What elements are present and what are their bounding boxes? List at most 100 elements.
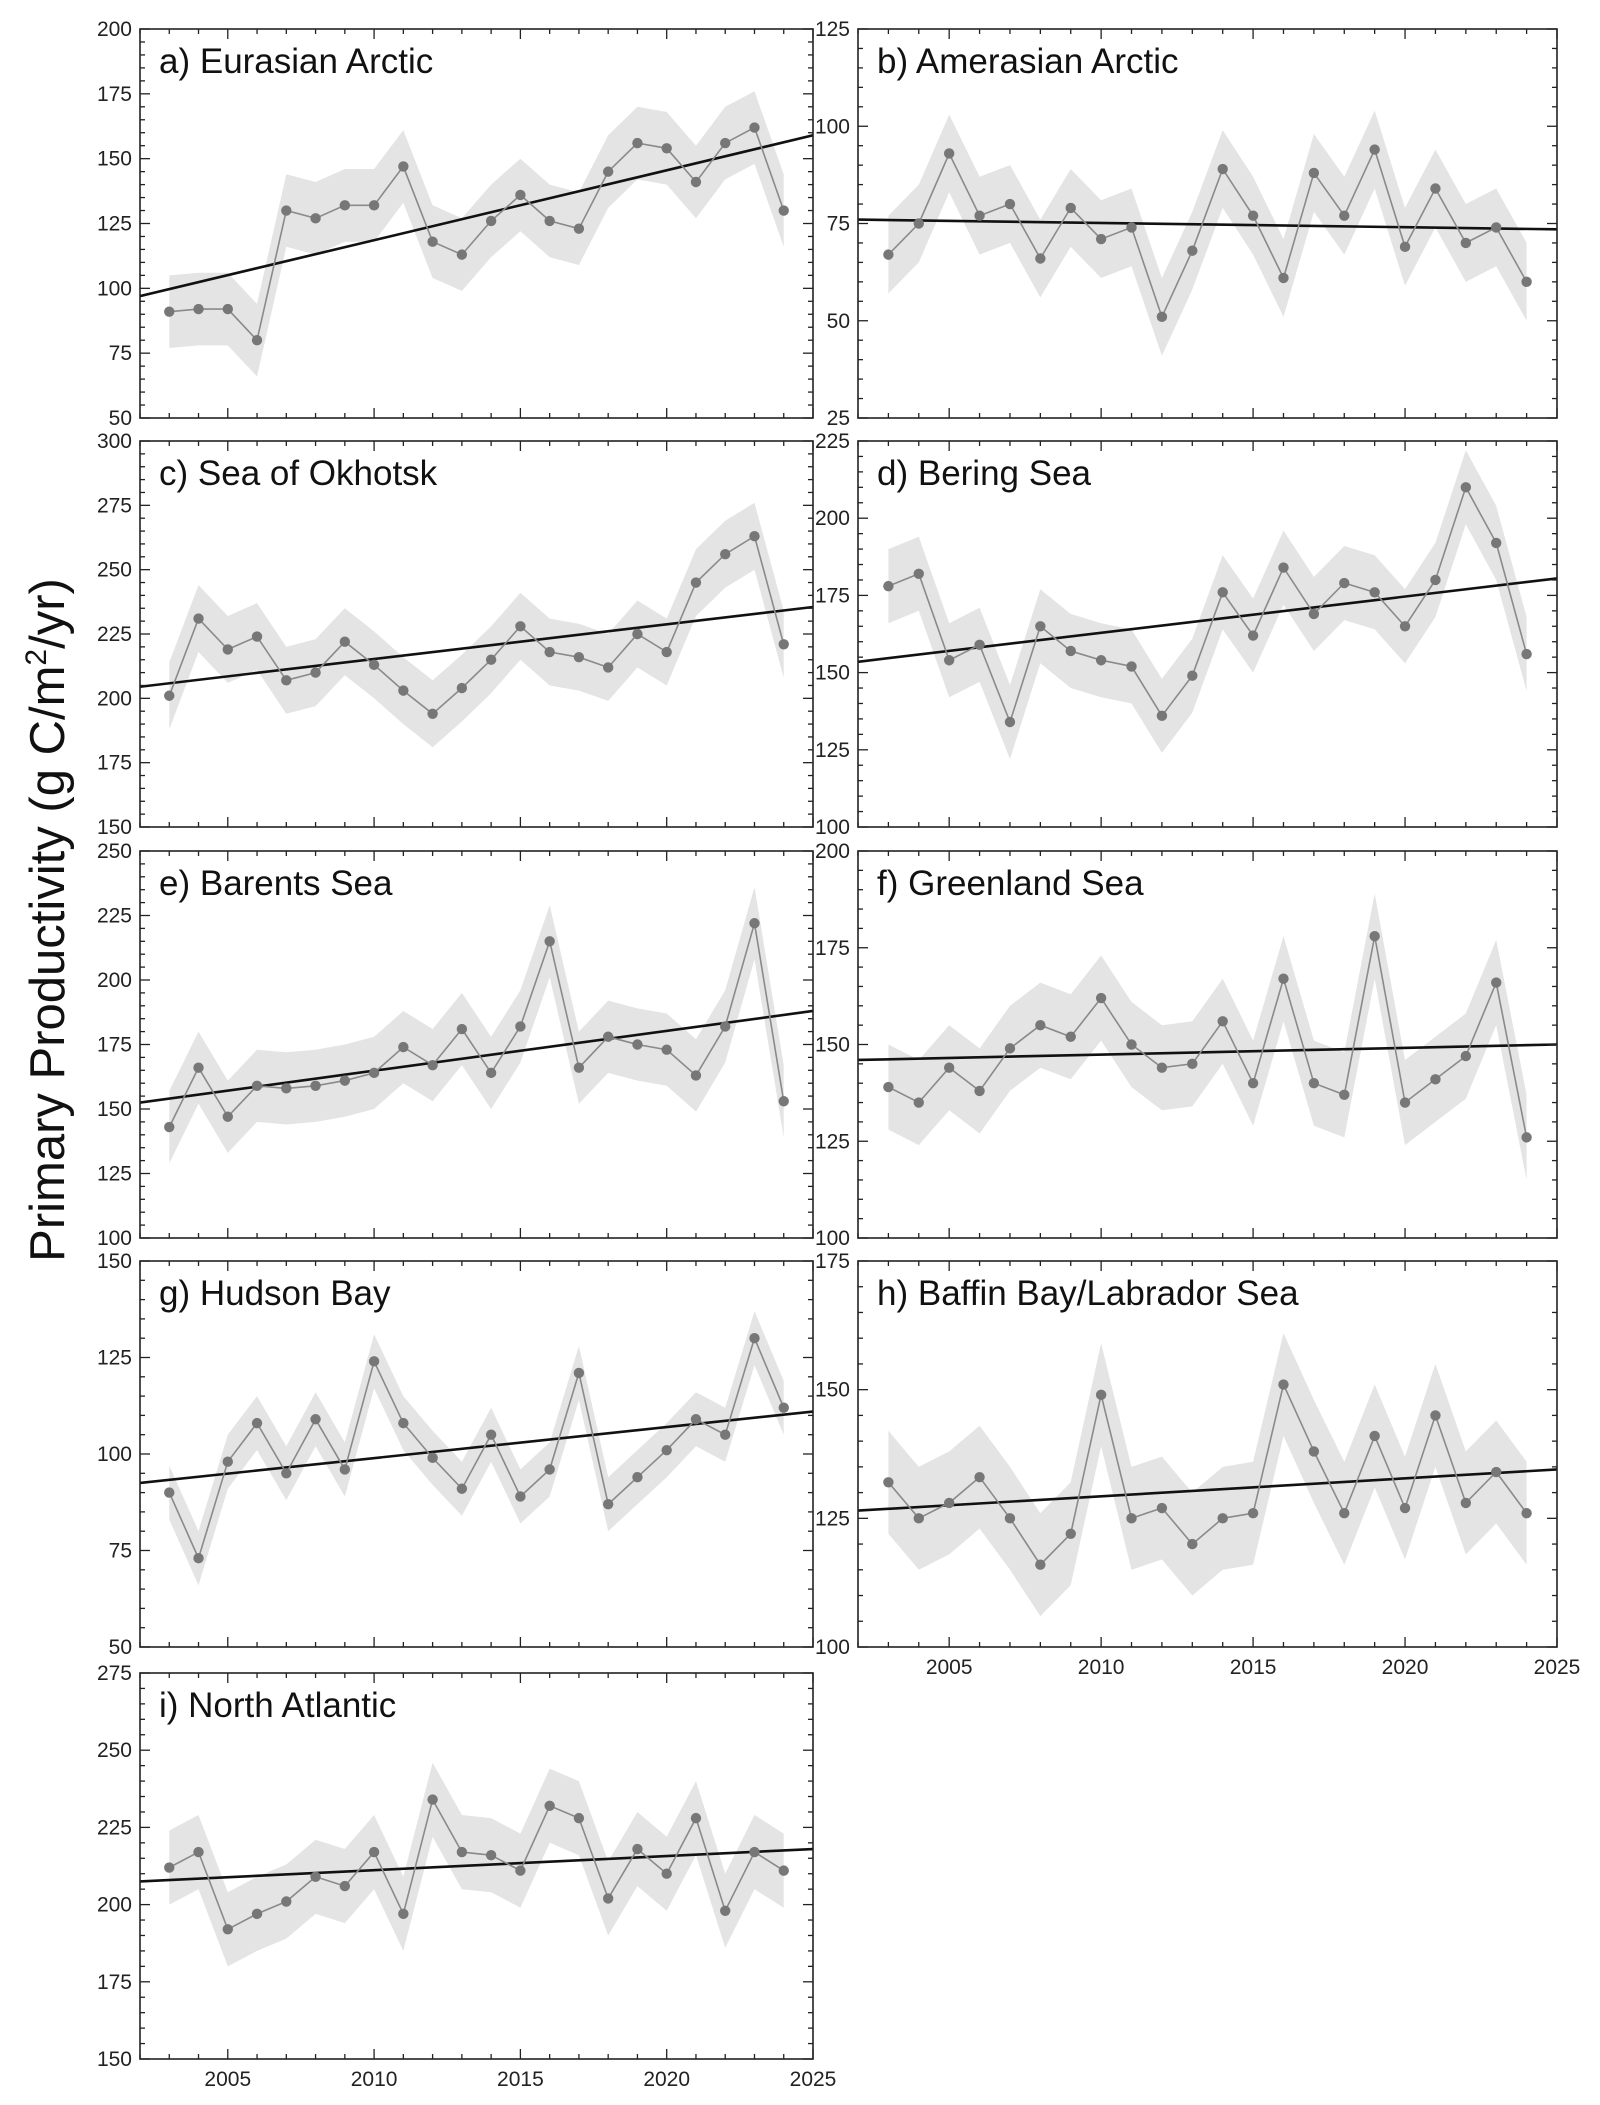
data-point (1247, 210, 1259, 221)
plot-area (140, 502, 813, 748)
data-point (602, 662, 614, 673)
y-tick-label: 75 (109, 1540, 132, 1563)
y-tick-label: 275 (97, 1662, 132, 1685)
x-tick-label: 2025 (790, 2068, 837, 2091)
data-point (974, 639, 985, 651)
y-axis-label-text: Primary Productivity (g C/m (21, 666, 75, 1262)
data-point (1247, 630, 1259, 641)
series-line (169, 126, 785, 342)
data-point (1004, 1513, 1016, 1524)
data-point (1460, 482, 1472, 493)
data-point (427, 1059, 438, 1071)
data-point (1339, 210, 1350, 221)
y-tick-label: 125 (815, 18, 850, 41)
data-point (515, 189, 526, 201)
data-point (456, 249, 468, 260)
data-point (1035, 1019, 1046, 1031)
data-point (368, 659, 380, 671)
data-point (1065, 202, 1076, 214)
trend-line (858, 1043, 1557, 1062)
data-point (1430, 1074, 1441, 1085)
data-point (661, 1044, 672, 1055)
data-point (222, 1456, 233, 1467)
panel-title: a) Eurasian Arctic (159, 42, 433, 81)
data-point (1278, 272, 1289, 284)
data-point (427, 236, 438, 247)
y-tick-label: 125 (815, 1130, 850, 1153)
data-point (398, 685, 409, 696)
data-point (251, 631, 263, 642)
data-point (1035, 1559, 1046, 1570)
panel-title: g) Hudson Bay (159, 1274, 391, 1313)
data-point (974, 210, 985, 221)
x-tick-label: 2010 (351, 2068, 398, 2091)
y-tick-label: 150 (815, 1034, 850, 1057)
data-point (427, 1794, 438, 1805)
data-point (720, 1021, 731, 1032)
data-point (778, 1402, 789, 1413)
data-point (632, 628, 643, 640)
data-point (1278, 1379, 1289, 1390)
data-point (456, 1023, 468, 1035)
data-point (485, 1849, 497, 1861)
data-point (1217, 1513, 1228, 1524)
data-point (251, 1080, 263, 1091)
data-point (943, 148, 955, 159)
data-point (1247, 1078, 1259, 1089)
data-point (602, 166, 614, 177)
data-point (398, 161, 409, 172)
data-point (310, 1414, 321, 1425)
data-point (339, 1464, 351, 1475)
data-point (883, 1477, 894, 1488)
y-tick-label: 100 (815, 115, 850, 138)
y-tick-label: 50 (109, 407, 132, 430)
data-point (222, 1924, 233, 1935)
y-tick-label: 150 (97, 816, 132, 839)
data-point (485, 654, 497, 665)
data-point (690, 577, 702, 588)
uncertainty-band (888, 1333, 1527, 1617)
data-point (661, 1868, 672, 1879)
panel-title: d) Bering Sea (877, 454, 1092, 493)
data-point (515, 1491, 526, 1502)
data-point (1065, 1031, 1076, 1042)
data-point (251, 1417, 263, 1429)
data-point (913, 218, 924, 229)
data-point (164, 690, 175, 701)
chart-panel-h-baffin-bay-labrador-sea: 100 125 150 175 2005 2010 2015 2020 2025 h) Baffi… (815, 1250, 1580, 1679)
trend-line (858, 218, 1557, 231)
data-point (1430, 1410, 1441, 1421)
data-point (1095, 233, 1107, 245)
data-point (1217, 163, 1228, 175)
y-tick-label: 200 (97, 18, 132, 41)
data-point (690, 1070, 702, 1081)
plot-area (140, 1311, 813, 1586)
data-point (1278, 562, 1289, 573)
data-point (1521, 648, 1532, 660)
data-point (398, 1417, 409, 1429)
y-tick-label: 175 (97, 83, 132, 106)
y-tick-label: 225 (815, 430, 850, 453)
data-point (690, 1414, 702, 1425)
y-tick-label: 200 (97, 969, 132, 992)
data-point (883, 1081, 894, 1093)
y-tick-label: 225 (97, 623, 132, 646)
data-point (1308, 1446, 1320, 1457)
chart-panel-a-eurasian-arctic: 50 75 100 125 150 175 200 a) Eurasian Arctic (97, 18, 814, 430)
data-point (749, 918, 760, 929)
y-tick-label: 225 (97, 905, 132, 928)
data-point (778, 205, 789, 216)
data-point (1521, 276, 1532, 288)
x-tick-label: 2025 (1534, 1656, 1581, 1679)
data-point (1126, 1513, 1137, 1524)
data-point (544, 1800, 555, 1811)
data-point (1095, 655, 1107, 666)
data-point (661, 143, 672, 154)
chart-panel-c-sea-of-okhotsk: 150 175 200 225 250 275 300 c) Sea of Okhotsk (97, 430, 814, 839)
data-point (398, 1908, 409, 1920)
data-point (164, 1121, 175, 1133)
data-point (1369, 930, 1380, 942)
data-point (943, 1062, 955, 1073)
data-point (974, 1085, 985, 1097)
uncertainty-band (888, 893, 1527, 1180)
